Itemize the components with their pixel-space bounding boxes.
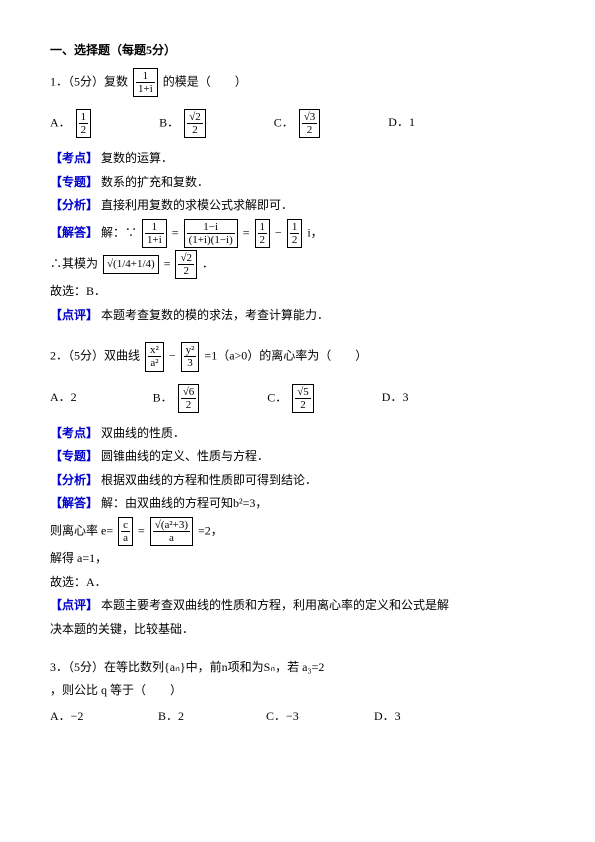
q2-jieda-line3: 解得 a=1， [50, 548, 545, 570]
q1-jieda: 【解答】 解：∵ 1 1+i = 1−i (1+i)(1−i) = 1 2 − … [50, 219, 545, 248]
q1-zhuanti: 【专题】 数系的扩充和复数． [50, 172, 545, 194]
q2-zhuanti: 【专题】 圆锥曲线的定义、性质与方程． [50, 446, 545, 468]
section-heading: 一、选择题（每题5分） [50, 40, 545, 62]
zhuanti-label: 【专题】 [50, 175, 98, 189]
fenxi-label: 【分析】 [50, 198, 98, 212]
q2-choice-d[interactable]: D．3 [382, 387, 409, 409]
q2-conclusion: 故选：A． [50, 572, 545, 594]
q1-choices: A． 1 2 B． √2 2 C． √3 2 D．1 [50, 109, 545, 138]
q1-dianping: 【点评】 本题考查复数的模的求法，考查计算能力． [50, 305, 545, 327]
q2-jieda: 【解答】 解：由双曲线的方程可知b²=3， [50, 493, 545, 515]
q3-choice-a[interactable]: A．−2 [50, 706, 155, 728]
q2-kaodian: 【考点】 双曲线的性质． [50, 423, 545, 445]
q1-choice-d[interactable]: D．1 [388, 112, 415, 134]
q3-choice-d[interactable]: D．3 [374, 706, 479, 728]
q1-conclusion: 故选：B． [50, 281, 545, 303]
q1-modulus: ∴其模为 √(1/4+1/4) = √2 2 ． [50, 250, 545, 279]
q1-stem: 1．（5分）复数 1 1+i 的模是（ ） [50, 68, 545, 97]
q2-choice-c[interactable]: C． √5 2 [267, 384, 316, 413]
q1-C-frac: √3 2 [299, 109, 321, 138]
q1-choice-a[interactable]: A． 1 2 [50, 109, 93, 138]
q3-choices: A．−2 B．2 C．−3 D．3 [50, 706, 545, 728]
q3-stem-2: ，则公比 q 等于（ ） [50, 680, 545, 702]
q1-fenxi: 【分析】 直接利用复数的求模公式求解即可． [50, 195, 545, 217]
q2-number: 2．（5分）双曲线 [50, 349, 140, 363]
q2-dianping: 【点评】 本题主要考查双曲线的性质和方程，利用离心率的定义和公式是解 [50, 595, 545, 617]
q1-choice-c[interactable]: C． √3 2 [274, 109, 323, 138]
q1-A-frac: 1 2 [76, 109, 92, 138]
q1-kaodian: 【考点】 复数的运算． [50, 148, 545, 170]
q2-choices: A．2 B． √6 2 C． √5 2 D．3 [50, 384, 545, 413]
q3-choice-c[interactable]: C．−3 [266, 706, 371, 728]
q1-number: 1．（5分）复数 [50, 74, 128, 88]
q3-stem: 3．（5分）在等比数列{aₙ}中，前n项和为Sₙ，若 a₃=2 [50, 657, 545, 679]
kaodian-label: 【考点】 [50, 151, 98, 165]
q1-tail: 的模是（ ） [163, 74, 247, 88]
dianping-label: 【点评】 [50, 308, 98, 322]
q2-dianping-2: 决本题的关键，比较基础． [50, 619, 545, 641]
q1-choice-b[interactable]: B． √2 2 [159, 109, 208, 138]
q1-B-frac: √2 2 [184, 109, 206, 138]
q2-fenxi: 【分析】 根据双曲线的方程和性质即可得到结论． [50, 470, 545, 492]
q2-choice-b[interactable]: B． √6 2 [153, 384, 202, 413]
jieda-label: 【解答】 [50, 225, 98, 239]
q2-stem: 2．（5分）双曲线 x² a² − y² 3 =1（a>0）的离心率为（ ） [50, 342, 545, 371]
q1-frac1: 1 1+i [133, 68, 158, 97]
q2-jieda-line2: 则离心率 e= c a = √(a²+3) a =2， [50, 517, 545, 546]
q2-choice-a[interactable]: A．2 [50, 387, 77, 409]
q3-choice-b[interactable]: B．2 [158, 706, 263, 728]
